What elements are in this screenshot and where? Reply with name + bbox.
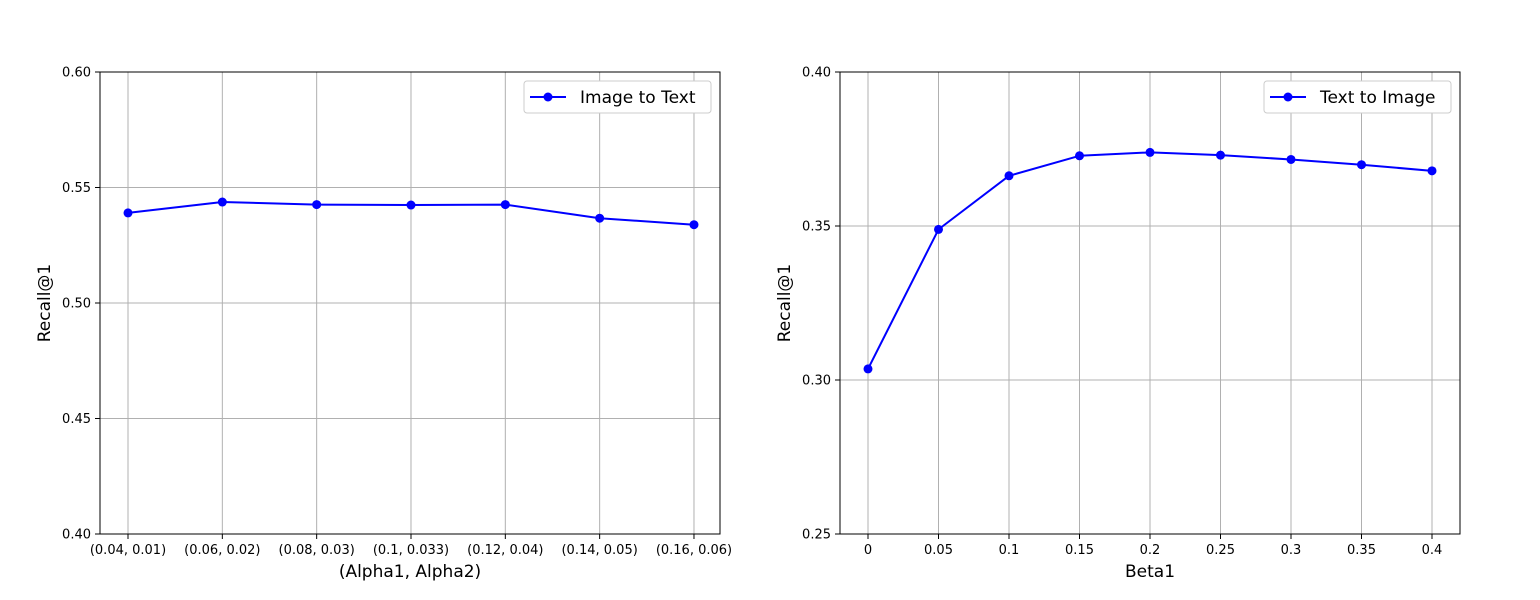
x-tick-label: 0.15: [1065, 543, 1094, 558]
data-point: [934, 224, 943, 234]
y-tick-label: 0.60: [62, 66, 91, 81]
legend-label: Image to Text: [580, 88, 696, 108]
data-point: [406, 200, 416, 210]
x-axis-label: (Alpha1, Alpha2): [339, 562, 481, 582]
y-tick-label: 0.25: [802, 528, 831, 543]
y-tick-label: 0.50: [62, 297, 91, 312]
legend-label: Text to Image: [1319, 88, 1436, 108]
data-point: [1145, 147, 1155, 157]
plot-frame: [839, 71, 1461, 535]
y-tick-label: 0.40: [802, 66, 831, 81]
data-point: [689, 220, 699, 230]
legend-marker: [1283, 92, 1293, 102]
chart-image-to-text: (0.04, 0.01) (0.06, 0.02) (0.08, 0.03) (0.1…: [35, 66, 732, 583]
data-point: [1427, 166, 1437, 176]
y-tick-label: 0.35: [802, 220, 831, 235]
x-tick-label: 0: [864, 543, 872, 558]
plot-frame: [99, 71, 721, 535]
x-tick-label: 0.4: [1422, 543, 1443, 558]
x-axis-label: Beta1: [1125, 562, 1175, 582]
x-tick-label: (0.04, 0.01): [90, 543, 166, 558]
data-point: [1004, 171, 1014, 181]
x-tick-label: (0.06, 0.02): [184, 543, 260, 558]
x-tick-label: (0.1, 0.033): [373, 543, 449, 558]
legend-marker: [543, 92, 553, 102]
data-point: [1286, 154, 1296, 164]
data-point: [1216, 150, 1225, 160]
legend: Image to Text: [523, 80, 712, 114]
x-tick-label: (0.08, 0.03): [279, 543, 355, 558]
data-point: [500, 200, 510, 210]
data-point: [1075, 151, 1084, 161]
x-tick-label: (0.16, 0.06): [656, 543, 732, 558]
y-axis-label: Recall@1: [35, 264, 55, 343]
x-tick-label: 0.35: [1347, 543, 1376, 558]
data-point: [217, 197, 227, 207]
chart-text-to-image: 0 0.05 0.1 0.15 0.2 0.25 0.3 0.35 0.4 0.25 0.30 0.3…: [775, 66, 1461, 582]
x-tick-label: 0.25: [1206, 543, 1235, 558]
y-tick-label: 0.30: [802, 374, 831, 389]
data-point: [312, 200, 322, 210]
x-tick-label: 0.05: [924, 543, 953, 558]
y-tick-label: 0.40: [62, 528, 91, 543]
data-point: [1357, 160, 1366, 170]
y-tick-label: 0.55: [62, 181, 91, 196]
legend-box: [523, 80, 712, 114]
x-tick-label: 0.3: [1281, 543, 1302, 558]
x-tick-label: 0.1: [999, 543, 1020, 558]
x-tick-label: (0.14, 0.05): [561, 543, 637, 558]
x-tick-label: 0.2: [1140, 543, 1161, 558]
legend-box: [1263, 80, 1452, 114]
x-tick-label: (0.12, 0.04): [467, 543, 543, 558]
data-point: [863, 364, 873, 374]
legend: Text to Image: [1263, 80, 1452, 114]
y-axis-label: Recall@1: [775, 264, 795, 343]
data-point: [123, 208, 133, 218]
y-tick-label: 0.45: [62, 412, 91, 427]
data-point: [595, 213, 605, 223]
